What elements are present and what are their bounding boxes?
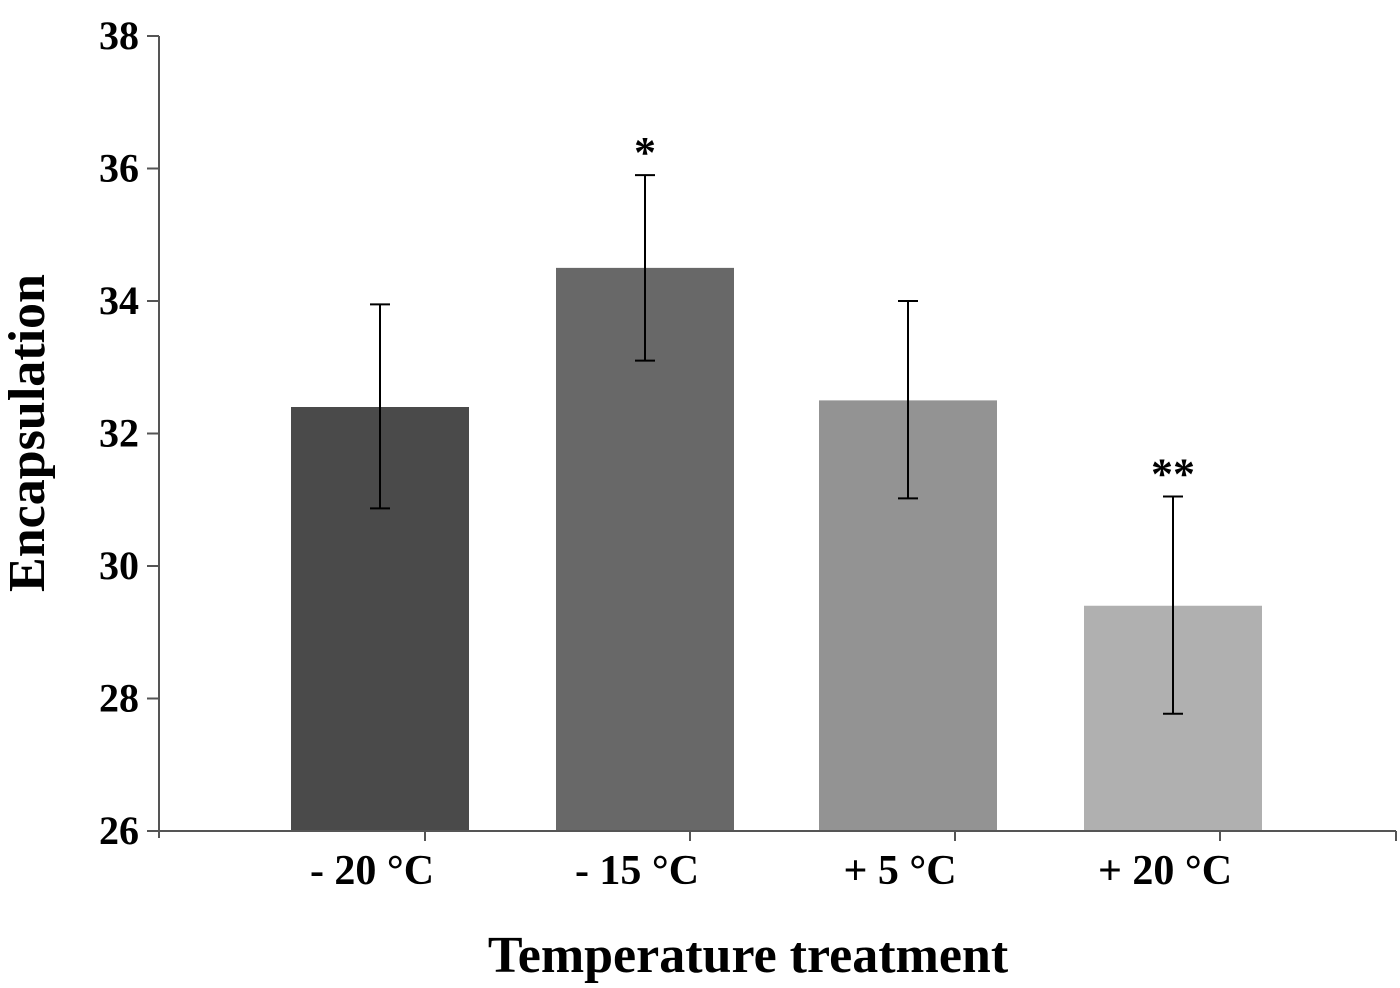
axes-group xyxy=(147,36,1397,841)
x-category-label: + 20 °C xyxy=(1098,848,1232,894)
x-category-label: - 20 °C xyxy=(310,848,434,894)
x-category-label: - 15 °C xyxy=(575,848,699,894)
error-bars-group xyxy=(370,174,1183,715)
y-tick-label: 34 xyxy=(99,278,139,323)
x-category-label: + 5 °C xyxy=(843,848,956,894)
significance-label: ** xyxy=(1151,449,1195,498)
y-tick-label: 30 xyxy=(99,543,139,588)
bars-group xyxy=(291,267,1262,831)
y-tick-label: 26 xyxy=(99,808,139,853)
y-tick-label: 38 xyxy=(99,13,139,58)
y-tick-label: 32 xyxy=(99,411,139,456)
significance-group: *** xyxy=(634,128,1195,498)
y-tick-label: 36 xyxy=(99,146,139,191)
y-ticks-group: 26 28 30 32 34 36 38 xyxy=(99,13,159,853)
significance-label: * xyxy=(634,128,656,177)
y-tick-label: 28 xyxy=(99,676,139,721)
x-categories-group: - 20 °C - 15 °C + 5 °C + 20 °C xyxy=(310,848,1232,894)
x-axis-title: Temperature treatment xyxy=(488,927,1009,984)
bar xyxy=(556,267,734,831)
y-axis-title: Encapsulation xyxy=(0,274,56,592)
